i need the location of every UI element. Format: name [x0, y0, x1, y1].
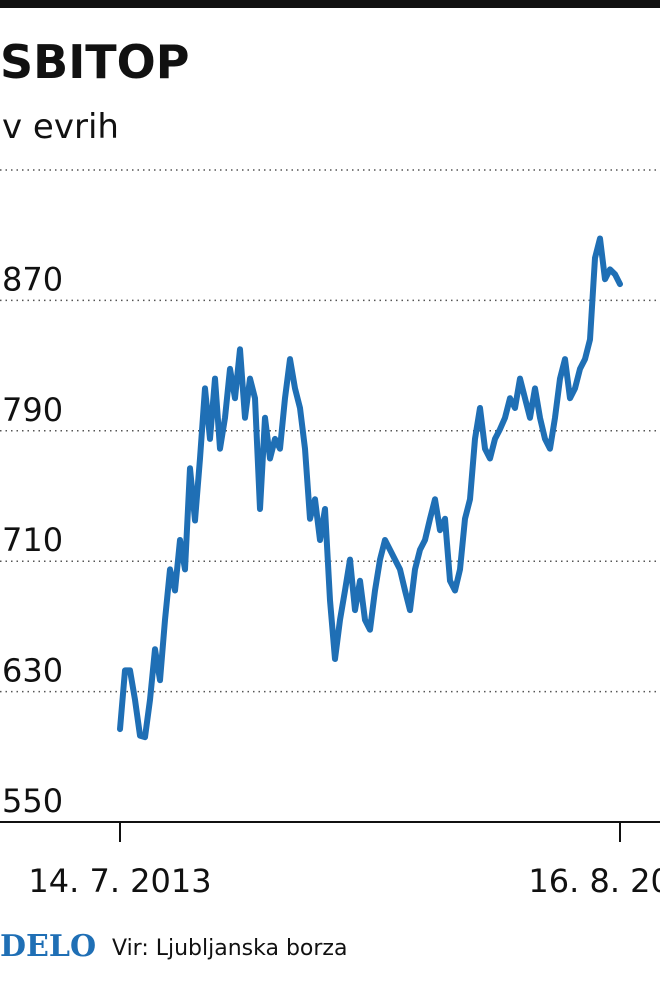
y-tick-label: 630 — [2, 652, 63, 690]
y-tick-label: 870 — [2, 260, 63, 298]
y-tick-label: 550 — [2, 782, 63, 820]
y-tick-label: 710 — [2, 521, 63, 559]
logo: DELO — [0, 929, 96, 964]
chart-subtitle: v evrih — [2, 107, 119, 147]
top-bar — [0, 0, 660, 8]
source: Vir: Ljubljanska borza — [112, 936, 347, 961]
y-tick-label: 790 — [2, 391, 63, 429]
x-tick-label: 16. 8. 2018 — [528, 862, 660, 900]
line-series — [117, 235, 623, 741]
x-tick-label: 14. 7. 2013 — [28, 862, 211, 900]
chart-title: SBITOP — [0, 35, 190, 89]
